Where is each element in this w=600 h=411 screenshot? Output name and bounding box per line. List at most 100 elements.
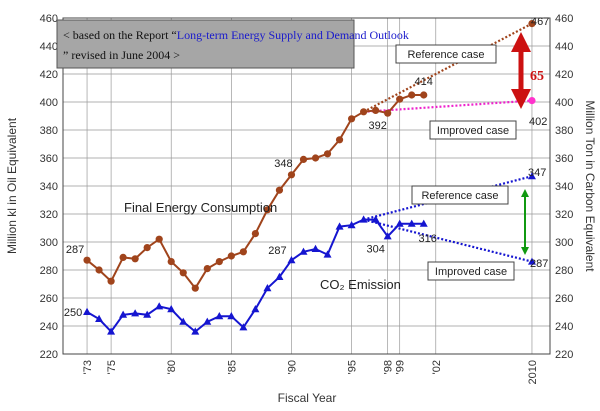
y-tick-left: 240 (40, 321, 58, 333)
x-tick-label: '02 (431, 360, 443, 374)
y-tick-left: 420 (40, 69, 58, 81)
data-point (335, 136, 344, 144)
scenario-end-marker (527, 172, 536, 180)
data-point (83, 307, 92, 315)
svg-text:Reference case: Reference case (421, 190, 498, 202)
svg-text:Reference case: Reference case (407, 49, 484, 61)
plot-frame (62, 17, 551, 355)
data-point (347, 221, 356, 229)
x-tick-label: '75 (106, 360, 118, 374)
data-point (203, 265, 211, 273)
x-axis-title: Fiscal Year (278, 391, 337, 405)
data-point (239, 248, 247, 256)
y-tick-right: 440 (555, 41, 573, 53)
series-label-energy: Final Energy Consumption (124, 200, 277, 215)
y-tick-right: 400 (555, 97, 573, 109)
data-point (215, 258, 223, 266)
end-label-improved-co2: 287 (530, 258, 548, 270)
y-tick-right: 300 (555, 237, 573, 249)
data-point (371, 215, 380, 223)
data-point (372, 106, 380, 114)
data-point (95, 314, 104, 322)
data-point (167, 258, 175, 266)
data-point (167, 305, 176, 313)
x-tick-label: 2010 (527, 360, 539, 384)
y-tick-right: 220 (555, 349, 573, 361)
data-series (83, 91, 428, 335)
end-label-reference-energy: 467 (531, 16, 549, 28)
data-point (420, 91, 428, 99)
data-label: 250 (64, 307, 82, 319)
callout-improved-energy: Improved case (429, 120, 517, 140)
data-point (299, 155, 308, 163)
y-tick-left: 460 (40, 13, 58, 25)
data-point (215, 312, 224, 320)
data-point (119, 310, 128, 318)
y-tick-left: 300 (40, 237, 58, 249)
y-tick-left: 220 (40, 349, 58, 361)
data-label: 392 (368, 120, 386, 132)
data-point (323, 150, 332, 158)
y-tick-right: 260 (555, 293, 573, 305)
data-point (347, 115, 356, 123)
data-point (95, 266, 103, 274)
y-tick-right: 340 (555, 181, 573, 193)
y-tick-left: 380 (40, 125, 58, 137)
y-tick-right: 280 (555, 265, 573, 277)
data-point (191, 327, 200, 335)
data-point (239, 323, 248, 331)
y-axis-left-title: Million kl in Oil Equivalent (5, 117, 19, 254)
data-point (251, 305, 260, 313)
note-line-1: < based on the Report “Long-term Energy … (63, 28, 409, 42)
scenario-end-marker (528, 97, 536, 105)
data-point (107, 327, 116, 335)
data-point (131, 255, 139, 263)
scenario-end-marker (528, 20, 536, 28)
data-point (419, 219, 428, 227)
callout-improved-co2: Improved case (427, 261, 515, 281)
y-tick-left: 280 (40, 265, 58, 277)
data-point (384, 109, 392, 117)
x-tick-label: '99 (395, 360, 407, 374)
data-point (107, 277, 115, 285)
data-point (383, 232, 392, 240)
data-point (323, 250, 332, 258)
end-label-improved-energy: 402 (529, 116, 547, 128)
y-tick-right: 420 (555, 69, 573, 81)
svg-text:Improved case: Improved case (435, 266, 507, 278)
x-axis-ticks: '73 '75 '80 '85 '90 '95 '98'99 '02 2010 (82, 360, 539, 384)
data-point (155, 302, 164, 310)
data-point (263, 206, 272, 214)
data-point (287, 256, 296, 264)
callout-reference-co2: Reference case (411, 185, 509, 205)
data-point (396, 95, 404, 103)
series-label-co2: CO₂ Emission (320, 277, 401, 292)
difference-label: 65 (530, 69, 544, 84)
data-label: 287 (66, 244, 84, 256)
data-point (408, 91, 416, 99)
data-point (311, 154, 320, 162)
note-box (56, 19, 355, 69)
data-point (407, 219, 416, 227)
y-tick-left: 260 (40, 293, 58, 305)
data-point (287, 171, 296, 179)
y-tick-right: 460 (555, 13, 573, 25)
data-point (299, 247, 308, 255)
data-point (143, 244, 151, 252)
data-label: 287 (268, 245, 286, 257)
y-tick-right: 320 (555, 209, 573, 221)
x-tick-label: '95 (347, 360, 359, 374)
data-point (179, 269, 187, 277)
data-point (360, 108, 368, 116)
end-label-reference-co2: 347 (528, 167, 546, 179)
y-tick-left: 340 (40, 181, 58, 193)
data-point (359, 215, 368, 223)
data-label: 414 (415, 76, 433, 88)
data-point (311, 244, 320, 252)
x-tick-label: '80 (166, 360, 178, 374)
data-point (155, 235, 163, 243)
report-title: Long-term Energy Supply and Demand Outlo… (177, 28, 409, 42)
data-point (263, 284, 272, 292)
data-point (119, 253, 127, 261)
